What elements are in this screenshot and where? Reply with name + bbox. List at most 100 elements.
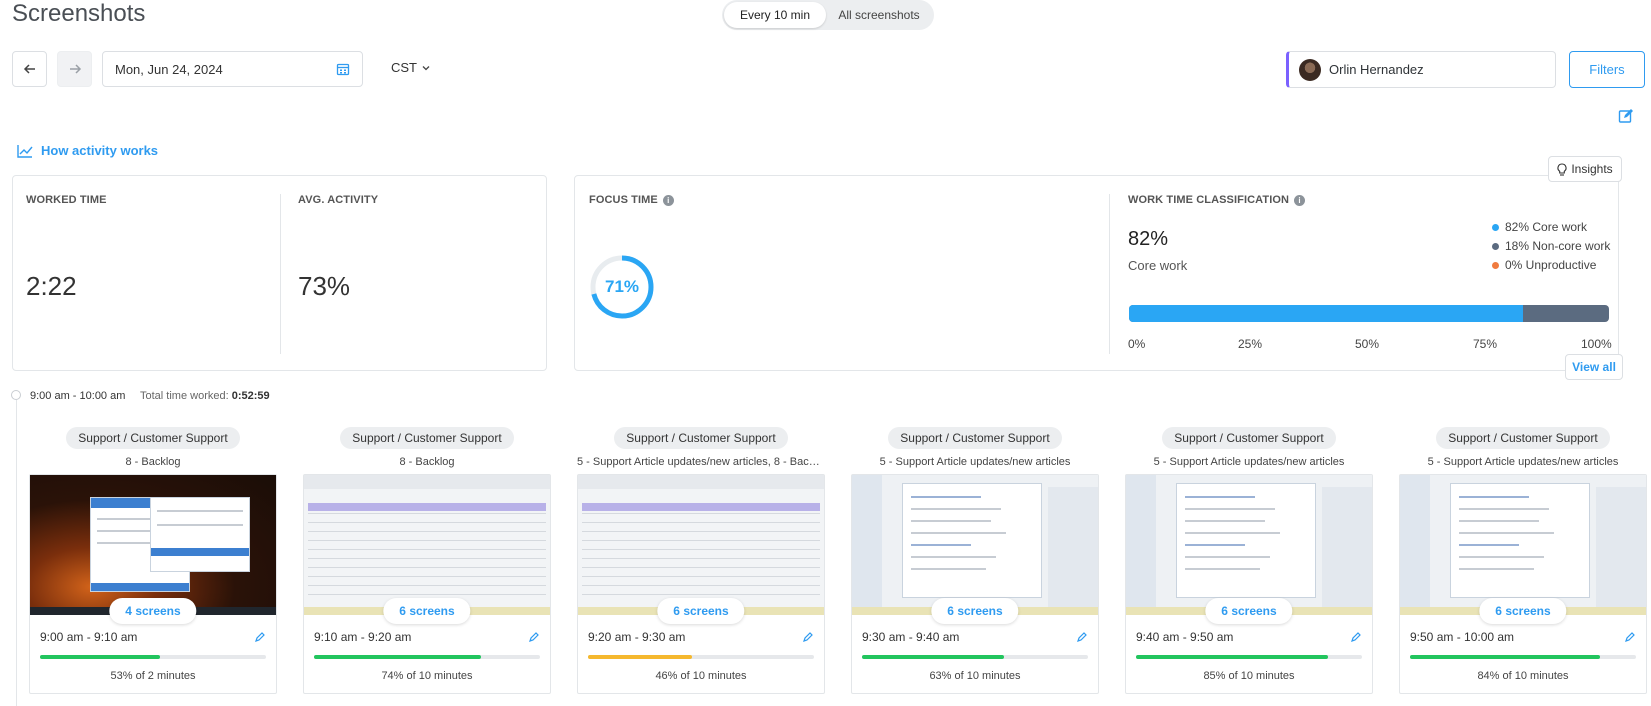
screenshot-slot: Support / Customer Support 5 - Support A… <box>1125 427 1373 694</box>
pencil-icon[interactable] <box>528 631 540 643</box>
screenshot-card[interactable]: 6 screens 9:30 am - 9:40 am 63% of 10 mi… <box>851 474 1099 694</box>
pencil-icon[interactable] <box>802 631 814 643</box>
activity-fill <box>314 655 482 659</box>
date-picker[interactable]: Mon, Jun 24, 2024 <box>102 51 363 87</box>
screens-count-button[interactable]: 4 screens <box>109 598 197 624</box>
screenshot-slot: Support / Customer Support 8 - Backlog <box>29 427 277 694</box>
all-screenshots-tab[interactable]: All screenshots <box>838 8 920 22</box>
activity-fill <box>1136 655 1329 659</box>
activity-fill <box>1410 655 1600 659</box>
screenshot-thumbnail[interactable] <box>30 475 276 615</box>
every-10-min-tab[interactable]: Every 10 min <box>724 2 826 28</box>
core-work-fill <box>1129 305 1523 322</box>
tick-label: 75% <box>1473 337 1498 351</box>
user-name: Orlin Hernandez <box>1329 62 1424 77</box>
focus-classification-card: FOCUS TIME i 71% WORK TIME CLASSIFICATIO… <box>574 175 1619 371</box>
time-row: 9:20 am - 9:30 am <box>588 630 814 644</box>
screens-count-button[interactable]: 6 screens <box>383 598 471 624</box>
time-range: 9:20 am - 9:30 am <box>588 630 686 644</box>
time-row: 9:40 am - 9:50 am <box>1136 630 1362 644</box>
screenshot-thumbnail[interactable] <box>1126 475 1372 615</box>
activity-text: 63% of 10 minutes <box>929 670 1021 682</box>
screenshot-thumbnail[interactable] <box>578 475 824 615</box>
activity-text: 85% of 10 minutes <box>1203 670 1295 682</box>
screenshot-card[interactable]: 6 screens 9:50 am - 10:00 am 84% of 10 m… <box>1399 474 1647 694</box>
activity-text: 46% of 10 minutes <box>655 670 747 682</box>
activity-bar <box>862 655 1088 659</box>
activity-bar <box>1410 655 1636 659</box>
tick-label: 50% <box>1355 337 1380 351</box>
how-activity-works-label: How activity works <box>41 143 159 158</box>
pencil-icon[interactable] <box>1076 631 1088 643</box>
project-pill[interactable]: Support / Customer Support <box>1436 427 1610 449</box>
focus-time-heading: FOCUS TIME i <box>589 194 674 206</box>
info-icon[interactable]: i <box>662 194 674 206</box>
focus-ring: 71% <box>589 254 655 320</box>
project-pill[interactable]: Support / Customer Support <box>614 427 788 449</box>
screens-count-button[interactable]: 6 screens <box>931 598 1019 624</box>
activity-fill <box>862 655 1005 659</box>
edit-icon[interactable] <box>1618 108 1634 129</box>
time-row: 9:50 am - 10:00 am <box>1410 630 1636 644</box>
screenshot-slot: Support / Customer Support 5 - Support A… <box>851 427 1099 694</box>
divider <box>1109 194 1110 354</box>
window-shape <box>902 483 1042 598</box>
time-activity-card: WORKED TIME 2:22 AVG. ACTIVITY 73% <box>12 175 547 371</box>
pencil-icon[interactable] <box>1350 631 1362 643</box>
total-time-worked: Total time worked: 0:52:59 <box>140 390 270 402</box>
task-name: 5 - Support Article updates/new articles <box>1153 456 1345 468</box>
project-pill[interactable]: Support / Customer Support <box>1162 427 1336 449</box>
time-range: 9:40 am - 9:50 am <box>1136 630 1234 644</box>
timeline-node <box>11 390 21 400</box>
screenshot-card[interactable]: 6 screens 9:40 am - 9:50 am 85% of 10 mi… <box>1125 474 1373 694</box>
how-activity-works-link[interactable]: How activity works <box>17 143 158 158</box>
window-shape <box>150 497 250 572</box>
task-name: 8 - Backlog <box>125 456 181 468</box>
avatar <box>1299 58 1321 81</box>
timezone-select[interactable]: CST <box>391 60 431 75</box>
user-select[interactable]: Orlin Hernandez <box>1286 51 1556 88</box>
info-icon[interactable]: i <box>1294 194 1306 206</box>
screens-count-button[interactable]: 6 screens <box>657 598 745 624</box>
time-range: 9:50 am - 10:00 am <box>1410 630 1515 644</box>
worked-time-value: 2:22 <box>26 271 77 301</box>
focus-time-label: FOCUS TIME <box>589 194 658 206</box>
insights-button[interactable]: Insights <box>1548 156 1622 182</box>
arrow-left-icon <box>23 64 35 74</box>
view-all-button[interactable]: View all <box>1565 354 1623 380</box>
pencil-icon[interactable] <box>1624 631 1636 643</box>
project-pill[interactable]: Support / Customer Support <box>66 427 240 449</box>
next-day-button[interactable] <box>57 51 92 87</box>
project-pill[interactable]: Support / Customer Support <box>340 427 514 449</box>
time-range: 9:30 am - 9:40 am <box>862 630 960 644</box>
chart-line-icon <box>17 144 33 158</box>
calendar-icon <box>336 63 350 76</box>
legend-dot-icon <box>1492 261 1499 269</box>
prev-day-button[interactable] <box>12 51 47 87</box>
screenshot-card[interactable]: 6 screens 9:20 am - 9:30 am 46% of 10 mi… <box>577 474 825 694</box>
divider <box>280 194 281 354</box>
filters-button[interactable]: Filters <box>1569 51 1645 88</box>
activity-bar <box>40 655 266 659</box>
lightbulb-icon <box>1557 162 1567 176</box>
project-pill[interactable]: Support / Customer Support <box>888 427 1062 449</box>
screens-count-button[interactable]: 6 screens <box>1205 598 1293 624</box>
time-row: 9:00 am - 9:10 am <box>40 630 266 644</box>
time-row: 9:30 am - 9:40 am <box>862 630 1088 644</box>
arrow-right-icon <box>69 64 81 74</box>
activity-bar <box>1136 655 1362 659</box>
activity-fill <box>588 655 692 659</box>
legend-core: 82% Core work <box>1492 220 1610 234</box>
screenshot-thumbnail[interactable] <box>1400 475 1646 615</box>
pencil-icon[interactable] <box>254 631 266 643</box>
task-name: 5 - Support Article updates/new articles <box>879 456 1071 468</box>
legend-dot-icon <box>1492 223 1499 231</box>
screens-count-button[interactable]: 6 screens <box>1479 598 1567 624</box>
time-range: 9:00 am - 9:10 am <box>40 630 138 644</box>
view-toggle: Every 10 min All screenshots <box>722 0 934 30</box>
screenshot-card[interactable]: 4 screens 9:00 am - 9:10 am 53% of 2 min… <box>29 474 277 694</box>
screenshot-thumbnail[interactable] <box>304 475 550 615</box>
window-shape <box>1450 483 1590 598</box>
screenshot-thumbnail[interactable] <box>852 475 1098 615</box>
screenshot-card[interactable]: 6 screens 9:10 am - 9:20 am 74% of 10 mi… <box>303 474 551 694</box>
